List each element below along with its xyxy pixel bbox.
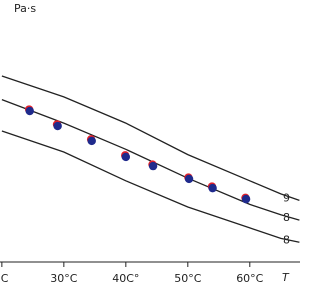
data-point [184,174,194,184]
data-point [25,106,34,116]
x-tick-label: °C [0,272,9,285]
curve-label: 8 [283,233,290,246]
x-tick-label: 50°C [174,272,201,285]
x-tick-label: 40C° [112,272,139,285]
data-point [148,161,158,171]
curve [1,75,300,202]
x-tick-label: 30°C [50,272,77,285]
x-axis-label: T [282,271,290,284]
data-point [87,136,96,146]
curve-label: 9 [283,191,290,204]
data-point [241,194,251,204]
curve [1,130,300,243]
y-axis-label: Pa·s [14,2,36,15]
curve-label: 8 [283,211,290,224]
data-point [208,183,217,193]
chart: Pa·s T °C 30°C 40C° 50°C 60°C 9 8 8 [0,2,300,285]
data-point [121,152,131,162]
curve [1,98,300,221]
x-tick-label: 60°C [236,272,263,285]
data-point [53,121,62,131]
